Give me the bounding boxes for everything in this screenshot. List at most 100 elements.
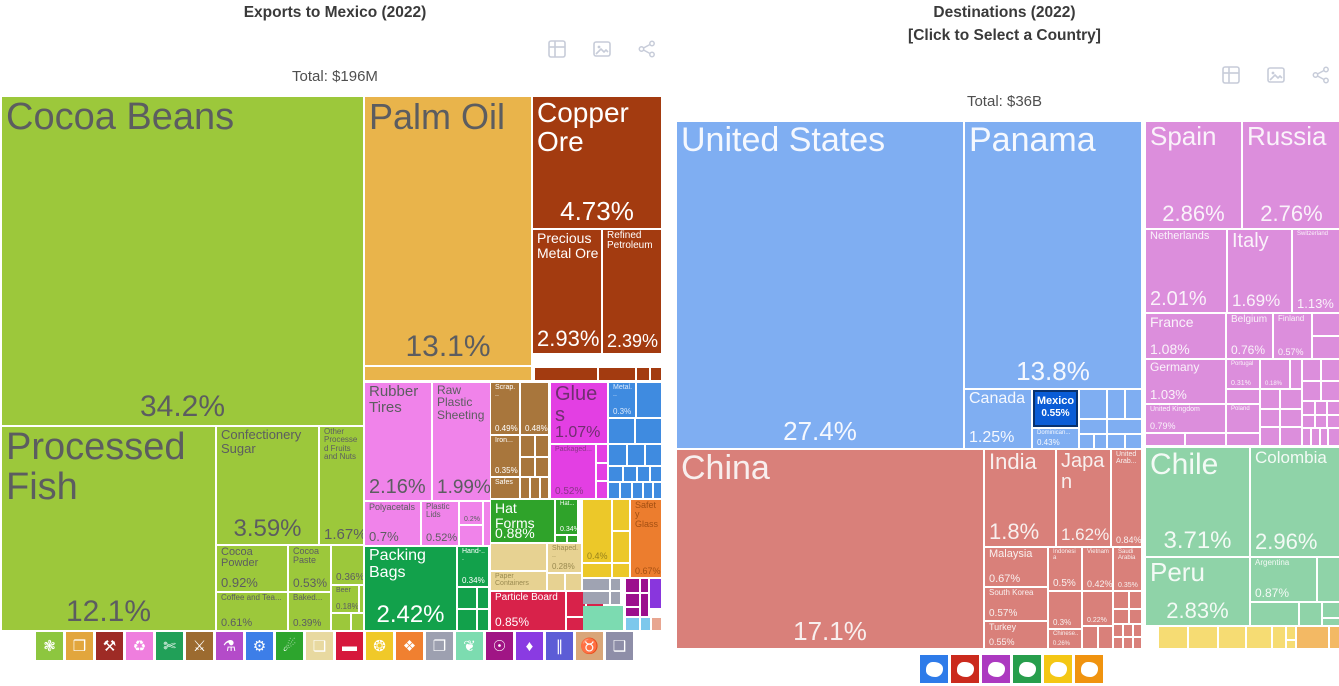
unlabeled-cell[interactable] bbox=[652, 618, 661, 630]
safes-cell[interactable]: Safes bbox=[491, 478, 519, 498]
unlabeled-cell[interactable] bbox=[1291, 360, 1301, 388]
unlabeled-cell[interactable] bbox=[628, 445, 644, 465]
unlabeled-cell[interactable] bbox=[641, 594, 648, 616]
rubber-tires-cell[interactable]: Rubber Tires 2.16% bbox=[365, 383, 431, 500]
unlabeled-cell[interactable] bbox=[541, 478, 548, 498]
confectionery-sugar-cell[interactable]: Confectionery Sugar 3.59% bbox=[217, 427, 318, 544]
unlabeled-cell[interactable] bbox=[1146, 434, 1184, 445]
united-states-cell[interactable]: United States 27.4% bbox=[677, 122, 963, 448]
unlabeled-cell[interactable] bbox=[1316, 402, 1326, 414]
unlabeled-cell[interactable] bbox=[1124, 625, 1132, 636]
unlabeled-cell[interactable] bbox=[1328, 416, 1339, 427]
unlabeled-cell[interactable] bbox=[1321, 429, 1327, 445]
glues-cell[interactable]: Glues 1.07% bbox=[551, 383, 607, 443]
russia-cell[interactable]: Russia 2.76% bbox=[1243, 122, 1339, 228]
unlabeled-cell[interactable] bbox=[1303, 402, 1314, 414]
unlabeled-cell[interactable] bbox=[1247, 627, 1271, 648]
unlabeled-cell[interactable]: 0.18% bbox=[1261, 360, 1289, 388]
vietnam-cell[interactable]: Vietnam 0.42% bbox=[1083, 548, 1112, 590]
metals-icon[interactable]: ⚔ bbox=[186, 632, 213, 660]
unlabeled-cell[interactable] bbox=[1114, 638, 1122, 648]
unlabeled-cell[interactable] bbox=[478, 610, 488, 630]
particle-board-cell[interactable]: Particle Board 0.85% bbox=[491, 592, 565, 630]
unlabeled-cell[interactable] bbox=[484, 502, 490, 545]
unlabeled-cell[interactable] bbox=[641, 579, 648, 592]
hand-cell[interactable]: Hand-... 0.34% bbox=[458, 547, 488, 586]
plastics-rubbers-icon[interactable]: ♻ bbox=[126, 632, 153, 660]
france-cell[interactable]: France 1.08% bbox=[1146, 314, 1225, 358]
iron-cell[interactable]: Iron... 0.35% bbox=[491, 436, 519, 476]
beer-cell[interactable]: Beer 0.18% bbox=[332, 586, 358, 612]
turkey-cell[interactable]: Turkey 0.55% bbox=[985, 622, 1047, 648]
unlabeled-cell[interactable] bbox=[646, 445, 661, 465]
unlabeled-cell[interactable] bbox=[1312, 429, 1319, 445]
unlabeled-cell[interactable] bbox=[458, 610, 476, 630]
vegetable-products-icon[interactable]: ❂ bbox=[366, 632, 393, 660]
unlabeled-cell[interactable] bbox=[1114, 592, 1128, 608]
unlabeled-cell[interactable]: 0.2% bbox=[460, 502, 482, 524]
paper-containers-cell[interactable]: Paper Containers bbox=[491, 572, 546, 590]
poland-cell[interactable]: Poland bbox=[1227, 405, 1259, 432]
north-america-icon[interactable] bbox=[920, 655, 948, 683]
unlabeled-cell[interactable] bbox=[1323, 603, 1339, 617]
unlabeled-cell[interactable] bbox=[1303, 416, 1314, 427]
hat-forms-cell[interactable]: Hat Forms 0.88% bbox=[491, 500, 554, 542]
unlabeled-cell[interactable] bbox=[644, 483, 652, 498]
unlabeled-cell[interactable] bbox=[1281, 390, 1301, 408]
unlabeled-cell[interactable] bbox=[567, 618, 585, 630]
unlabeled-cell[interactable] bbox=[1287, 627, 1295, 639]
china-cell[interactable]: China 17.1% bbox=[677, 450, 983, 648]
unlabeled-cell[interactable] bbox=[1281, 428, 1301, 445]
foodstuffs-icon[interactable]: ❒ bbox=[66, 632, 93, 660]
unlabeled-cell[interactable] bbox=[567, 592, 585, 616]
unlabeled-cell[interactable] bbox=[583, 592, 609, 604]
unlabeled-cell[interactable] bbox=[521, 458, 534, 476]
unlabeled-cell[interactable] bbox=[1323, 619, 1339, 625]
unlabeled-cell[interactable] bbox=[460, 526, 482, 545]
share-icon[interactable] bbox=[638, 40, 656, 58]
unlabeled-cell[interactable] bbox=[521, 478, 529, 498]
unlabeled-cell[interactable] bbox=[613, 500, 629, 530]
oceania-icon[interactable] bbox=[1075, 655, 1103, 683]
unlabeled-cell[interactable] bbox=[566, 574, 581, 590]
netherlands-cell[interactable]: Netherlands 2.01% bbox=[1146, 230, 1226, 312]
unlabeled-cell[interactable] bbox=[583, 579, 609, 590]
unlabeled-cell[interactable] bbox=[1330, 627, 1339, 648]
unlabeled-cell[interactable]: 0.4% bbox=[583, 500, 611, 562]
plastic-lids-cell[interactable]: Plastic Lids 0.52% bbox=[422, 502, 458, 545]
unlabeled-cell[interactable] bbox=[536, 458, 548, 476]
scrap-cell[interactable]: Scrap... 0.49% bbox=[491, 383, 519, 434]
india-cell[interactable]: India 1.8% bbox=[985, 450, 1055, 546]
unlabeled-cell[interactable] bbox=[478, 588, 488, 608]
unlabeled-cell[interactable] bbox=[1261, 428, 1279, 445]
dominican-cell[interactable]: Dominican... 0.43% bbox=[1033, 429, 1078, 448]
unlabeled-cell[interactable] bbox=[1329, 429, 1339, 445]
indonesia-cell[interactable]: Indonesia 0.5% bbox=[1049, 548, 1081, 590]
unlabeled-cell[interactable] bbox=[1134, 625, 1141, 636]
united-kingdom-cell[interactable]: United Kingdom 0.79% bbox=[1146, 405, 1225, 432]
africa-icon[interactable] bbox=[1044, 655, 1072, 683]
unlabeled-cell[interactable] bbox=[531, 478, 539, 498]
hat-cell[interactable]: Hat... 0.34% bbox=[556, 500, 577, 534]
unlabeled-cell[interactable] bbox=[536, 436, 548, 456]
transportation-icon[interactable]: ∥ bbox=[546, 632, 573, 660]
chinese-cell[interactable]: Chinese... 0.26% bbox=[1049, 630, 1081, 648]
unlabeled-cell[interactable] bbox=[651, 467, 661, 481]
cereals-icon[interactable]: ❃ bbox=[36, 632, 63, 660]
unlabeled-cell[interactable] bbox=[1313, 337, 1339, 358]
unlabeled-cell[interactable] bbox=[332, 614, 350, 630]
unlabeled-cell[interactable] bbox=[1126, 390, 1141, 418]
asia-icon[interactable] bbox=[951, 655, 979, 683]
unlabeled-cell[interactable] bbox=[636, 419, 661, 443]
unlabeled-cell[interactable] bbox=[641, 618, 650, 630]
switzerland-cell[interactable]: Switzerland 1.13% bbox=[1293, 230, 1339, 312]
unlabeled-cell[interactable] bbox=[1080, 435, 1093, 448]
unlabeled-cell[interactable] bbox=[1316, 416, 1326, 427]
unlabeled-cell[interactable] bbox=[613, 532, 629, 562]
unlabeled-cell[interactable] bbox=[626, 594, 639, 606]
europe-icon[interactable] bbox=[982, 655, 1010, 683]
unlabeled-cell[interactable] bbox=[609, 419, 634, 443]
unlabeled-cell[interactable] bbox=[609, 467, 622, 481]
unlabeled-cell[interactable] bbox=[637, 368, 649, 380]
portugal-cell[interactable]: Portugal 0.31% bbox=[1227, 360, 1259, 388]
